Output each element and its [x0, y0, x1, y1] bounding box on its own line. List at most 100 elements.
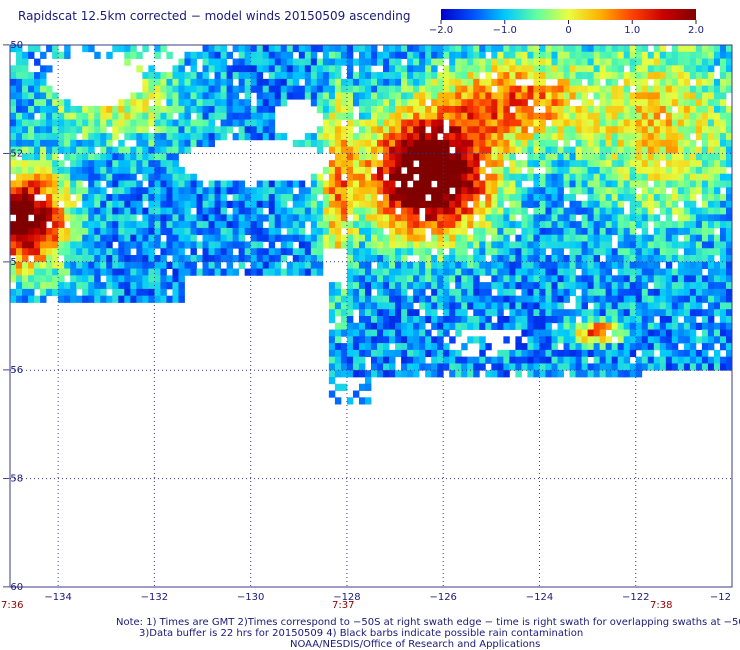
- data-cell: [713, 160, 721, 168]
- data-cell: [707, 336, 715, 344]
- data-cell: [713, 51, 721, 59]
- data-cell: [268, 133, 276, 141]
- data-cell: [413, 85, 420, 93]
- data-cell: [208, 268, 215, 276]
- data-cell: [364, 234, 372, 242]
- data-cell: [617, 275, 625, 283]
- data-cell: [545, 45, 552, 53]
- data-cell: [701, 343, 709, 351]
- data-cell: [118, 194, 125, 202]
- data-cell: [575, 146, 582, 154]
- data-cell: [10, 146, 17, 154]
- data-cell: [118, 153, 125, 161]
- data-cell: [515, 92, 522, 100]
- data-cell: [401, 92, 408, 100]
- data-cell: [635, 72, 643, 80]
- data-cell: [587, 78, 595, 87]
- data-cell: [467, 78, 474, 87]
- data-cell: [485, 126, 492, 134]
- data-cell: [238, 200, 246, 208]
- data-cell: [94, 207, 101, 215]
- data-cell: [575, 227, 582, 236]
- data-cell: [328, 356, 336, 364]
- data-cell: [545, 234, 552, 242]
- data-cell: [641, 173, 649, 181]
- data-cell: [70, 207, 77, 215]
- data-cell: [94, 261, 101, 269]
- data-cell: [479, 166, 486, 175]
- data-cell: [377, 241, 384, 249]
- data-cell: [130, 180, 137, 188]
- data-cell: [407, 336, 414, 344]
- data-cell: [346, 187, 354, 195]
- data-cell: [725, 316, 733, 324]
- data-cell: [467, 51, 474, 59]
- data-cell: [647, 139, 655, 148]
- data-cell: [503, 322, 510, 330]
- data-cell: [491, 295, 498, 303]
- data-cell: [725, 200, 733, 208]
- data-cell: [22, 65, 29, 73]
- data-cell: [695, 72, 703, 80]
- data-cell: [130, 194, 137, 202]
- data-cell: [683, 282, 691, 290]
- data-cell: [100, 166, 107, 175]
- data-cell: [605, 146, 613, 154]
- data-cell: [244, 58, 252, 66]
- data-cell: [689, 99, 697, 107]
- data-cell: [34, 234, 41, 242]
- data-cell: [515, 234, 522, 242]
- data-cell: [64, 166, 71, 175]
- data-cell: [653, 214, 661, 222]
- data-cell: [52, 261, 59, 269]
- data-cell: [340, 370, 348, 378]
- data-cell: [112, 194, 119, 202]
- data-cell: [605, 58, 613, 66]
- data-cell: [491, 356, 498, 364]
- data-cell: [130, 255, 137, 263]
- data-cell: [419, 173, 426, 181]
- data-cell: [220, 105, 227, 114]
- data-cell: [623, 126, 631, 134]
- data-cell: [82, 166, 89, 175]
- data-cell: [635, 153, 643, 161]
- data-cell: [467, 173, 474, 181]
- data-cell: [533, 227, 540, 236]
- data-cell: [250, 194, 258, 202]
- data-cell: [557, 275, 564, 283]
- data-cell: [22, 275, 29, 283]
- data-cell: [623, 227, 631, 236]
- data-cell: [304, 85, 312, 93]
- data-cell: [587, 241, 595, 249]
- data-cell: [34, 214, 41, 222]
- data-cell: [413, 268, 420, 276]
- data-cell: [106, 241, 113, 249]
- data-cell: [413, 356, 420, 364]
- data-cell: [256, 187, 264, 195]
- data-cell: [479, 261, 486, 269]
- data-cell: [172, 275, 179, 283]
- data-cell: [184, 51, 191, 59]
- data-cell: [82, 234, 89, 242]
- data-cell: [340, 302, 348, 310]
- data-cell: [377, 173, 384, 181]
- data-cell: [455, 214, 462, 222]
- data-cell: [178, 268, 185, 276]
- data-cell: [94, 119, 101, 127]
- data-cell: [701, 85, 709, 93]
- data-cell: [407, 153, 414, 161]
- latitude-label: −58: [2, 474, 23, 485]
- data-cell: [250, 207, 258, 215]
- data-cell: [346, 255, 354, 263]
- data-cell: [725, 139, 733, 148]
- data-cell: [34, 166, 41, 175]
- data-cell: [719, 166, 727, 175]
- data-cell: [653, 112, 661, 120]
- data-cell: [160, 227, 167, 236]
- data-cell: [533, 268, 540, 276]
- data-cell: [154, 227, 161, 236]
- data-cell: [34, 200, 41, 208]
- data-cell: [665, 261, 673, 269]
- data-cell: [587, 288, 595, 297]
- data-cell: [461, 45, 468, 53]
